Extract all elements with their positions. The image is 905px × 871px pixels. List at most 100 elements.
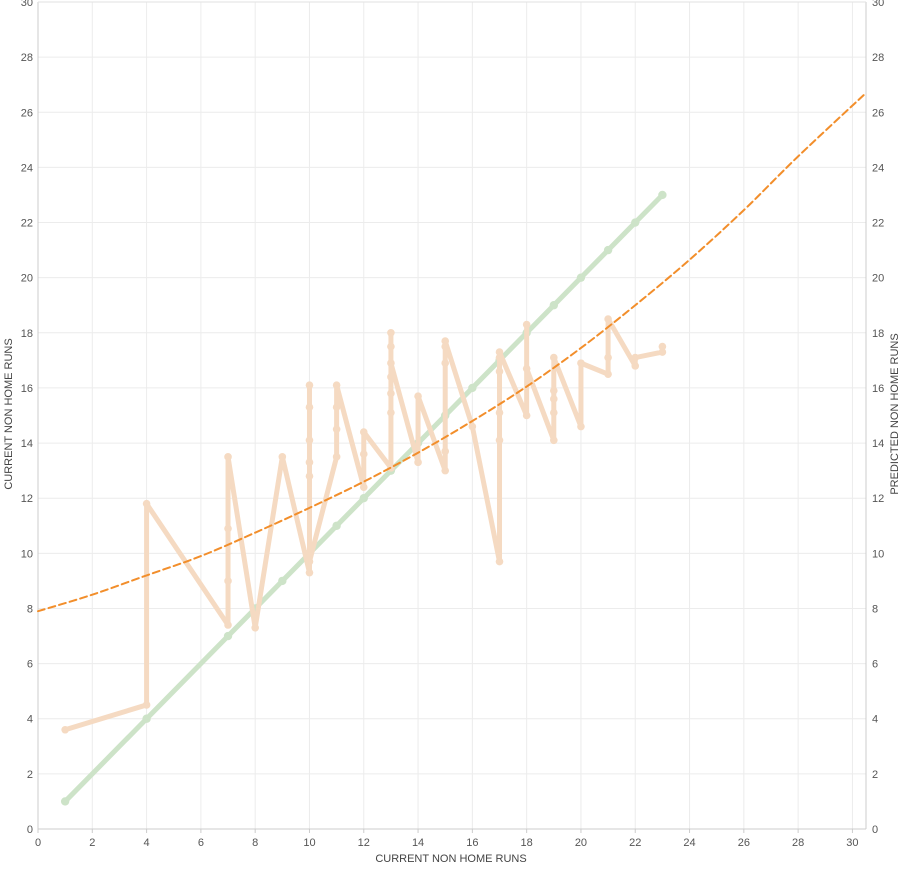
y-tick-label-left: 6 xyxy=(27,659,33,671)
y-tick-label-right: 24 xyxy=(872,162,884,174)
x-tick-label: 14 xyxy=(412,837,424,849)
y-tick-label-left: 0 xyxy=(27,824,33,836)
y-tick-label-right: 28 xyxy=(872,52,884,64)
data-point-identity xyxy=(631,218,640,227)
x-tick-label: 8 xyxy=(252,837,258,849)
series-layer xyxy=(37,91,867,806)
data-point-predicted xyxy=(332,453,341,461)
data-point-predicted xyxy=(631,362,640,370)
data-point-predicted xyxy=(387,373,395,381)
data-point-identity xyxy=(60,797,70,806)
x-tick-label: 20 xyxy=(575,837,587,849)
y-tick-label-right: 8 xyxy=(872,603,878,615)
y-tick-label-left: 18 xyxy=(21,328,33,340)
data-point-predicted xyxy=(359,483,368,491)
data-point-identity xyxy=(332,521,341,530)
y-tick-label-left: 10 xyxy=(21,548,33,560)
y-tick-label-left: 26 xyxy=(21,107,33,119)
y-tick-label-right: 14 xyxy=(872,438,884,450)
data-point-identity xyxy=(278,576,287,586)
y-tick-label-right: 20 xyxy=(872,273,884,285)
data-point-predicted xyxy=(604,353,612,362)
data-point-predicted xyxy=(441,342,450,351)
x-tick-label: 26 xyxy=(738,837,750,849)
data-point-predicted xyxy=(142,499,151,508)
data-point-predicted xyxy=(495,367,504,376)
x-tick-label: 16 xyxy=(466,837,478,849)
y-axis-title-right: PREDICTED NON HOME RUNS xyxy=(889,333,901,494)
x-tick-label: 28 xyxy=(792,837,804,849)
data-point-predicted xyxy=(359,428,368,436)
data-point-predicted xyxy=(387,408,395,417)
data-point-predicted xyxy=(305,472,314,480)
data-point-identity xyxy=(576,273,586,282)
data-point-predicted xyxy=(305,568,314,577)
data-point-identity xyxy=(658,190,667,200)
data-point-predicted xyxy=(332,425,341,434)
x-axis-title: CURRENT NON HOME RUNS xyxy=(375,853,526,865)
axes xyxy=(37,1,867,833)
x-tick-label: 30 xyxy=(846,837,858,849)
data-point-predicted xyxy=(495,557,504,566)
y-tick-label-right: 2 xyxy=(872,769,878,781)
data-point-predicted xyxy=(305,403,314,412)
data-point-predicted xyxy=(305,557,314,566)
y-tick-label-left: 24 xyxy=(21,162,33,174)
data-point-predicted xyxy=(441,337,450,345)
data-point-predicted xyxy=(142,701,151,709)
data-point-predicted xyxy=(441,466,450,475)
y-tick-label-right: 30 xyxy=(872,0,884,9)
x-tick-label: 0 xyxy=(35,837,41,849)
data-point-predicted xyxy=(550,386,558,395)
y-tick-label-right: 6 xyxy=(872,659,878,671)
data-point-predicted xyxy=(387,359,395,367)
x-tick-label: 10 xyxy=(303,837,315,849)
y-tick-label-left: 4 xyxy=(27,714,33,726)
data-point-predicted xyxy=(604,315,612,323)
y-tick-label-left: 20 xyxy=(21,273,33,285)
data-point-predicted xyxy=(387,342,395,351)
y-tick-label-left: 22 xyxy=(21,218,33,230)
data-point-predicted xyxy=(224,453,232,461)
data-point-predicted xyxy=(550,408,558,417)
y-tick-label-right: 4 xyxy=(872,714,878,726)
y-tick-label-right: 12 xyxy=(872,493,884,505)
y-tick-label-right: 26 xyxy=(872,107,884,119)
data-point-predicted xyxy=(387,389,395,398)
data-point-identity xyxy=(603,245,613,255)
data-point-predicted xyxy=(550,353,558,362)
data-point-identity xyxy=(549,301,559,310)
data-point-predicted xyxy=(495,348,504,356)
data-point-predicted xyxy=(305,458,314,467)
data-point-predicted xyxy=(550,436,558,445)
data-point-predicted xyxy=(278,453,287,461)
data-point-identity xyxy=(468,383,477,393)
data-point-predicted xyxy=(550,395,558,403)
data-point-predicted xyxy=(631,353,640,362)
data-point-predicted xyxy=(441,359,450,367)
data-point-predicted xyxy=(332,381,341,389)
y-tick-label-left: 2 xyxy=(27,769,33,781)
data-point-predicted xyxy=(522,320,531,329)
data-point-predicted xyxy=(495,436,504,445)
data-point-predicted xyxy=(604,370,612,378)
data-point-predicted xyxy=(224,577,232,585)
x-tick-label: 24 xyxy=(683,837,695,849)
data-point-predicted xyxy=(495,353,504,362)
data-point-predicted xyxy=(414,392,422,401)
data-point-predicted xyxy=(441,447,450,456)
data-point-predicted xyxy=(522,411,531,420)
data-point-predicted xyxy=(495,408,504,417)
x-tick-label: 4 xyxy=(144,837,150,849)
data-point-predicted xyxy=(522,364,531,373)
y-tick-label-right: 18 xyxy=(872,328,884,340)
x-tick-label: 18 xyxy=(521,837,533,849)
y-tick-label-left: 8 xyxy=(27,603,33,615)
data-point-predicted xyxy=(305,436,314,445)
y-tick-label-right: 22 xyxy=(872,218,884,230)
data-point-predicted xyxy=(224,524,232,533)
data-point-predicted xyxy=(387,329,395,337)
data-point-predicted xyxy=(658,348,667,356)
data-point-predicted xyxy=(359,450,368,458)
